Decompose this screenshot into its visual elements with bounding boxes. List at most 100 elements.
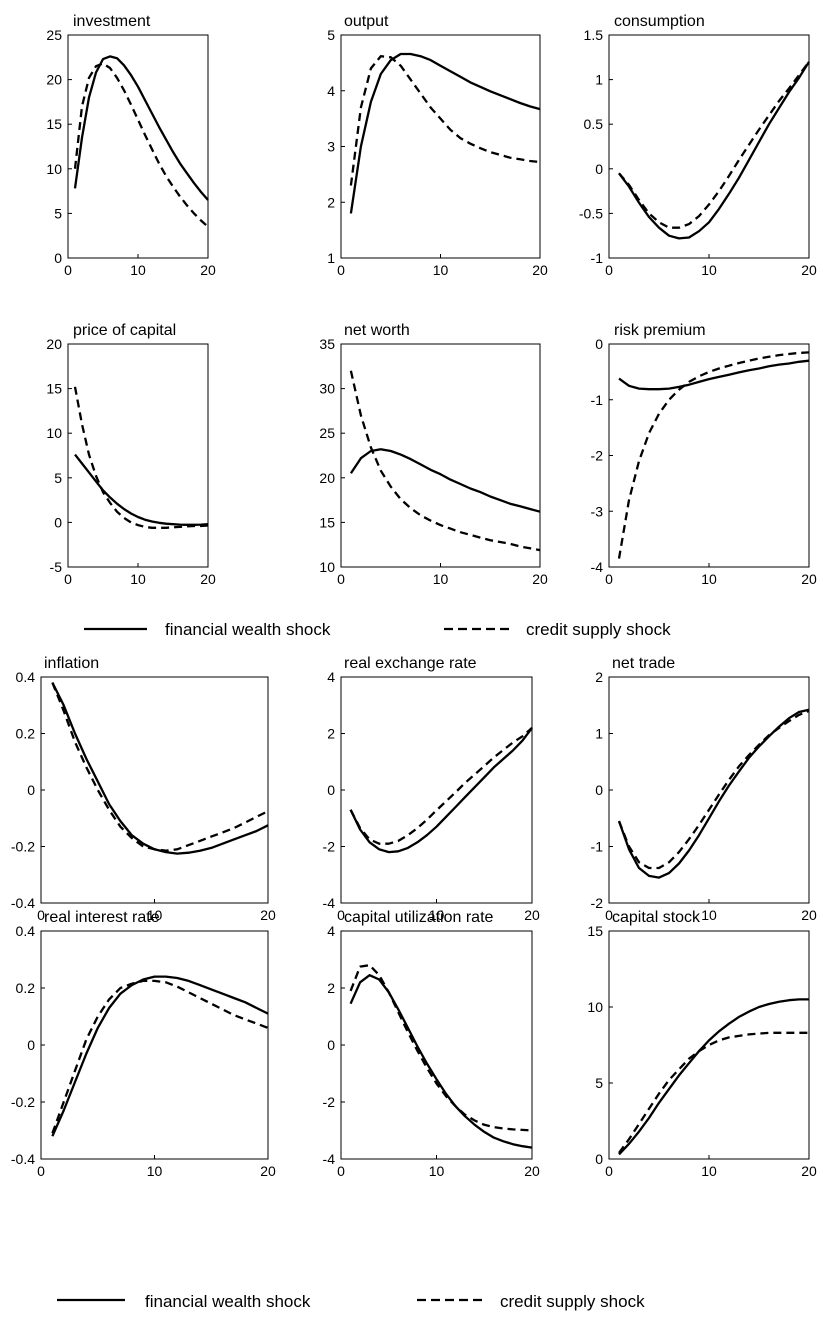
legend-bottom: financial wealth shock credit supply sho… — [57, 1292, 645, 1311]
plot-frame — [608, 34, 810, 259]
credit-supply-shock-line — [349, 55, 541, 186]
panel-title: net trade — [612, 655, 675, 672]
y-tick-label: 1.5 — [584, 27, 604, 43]
y-tick-label: 35 — [319, 336, 335, 352]
financial-wealth-shock-line — [618, 998, 809, 1156]
panel-title: investment — [73, 13, 151, 30]
x-tick-label: 20 — [801, 907, 817, 923]
y-tick-label: -1 — [591, 839, 604, 855]
x-tick-label: 0 — [37, 907, 45, 923]
plot-frame — [340, 676, 533, 904]
y-tick-label: 10 — [587, 999, 603, 1015]
y-tick-label: -5 — [50, 559, 63, 575]
x-tick-label: 10 — [433, 262, 449, 278]
x-tick-label: 10 — [429, 907, 445, 923]
plot-frame — [340, 930, 533, 1160]
x-tick-label: 10 — [147, 1163, 163, 1179]
y-tick-label: -4 — [323, 1151, 336, 1167]
y-tick-label: 30 — [319, 381, 335, 397]
credit-supply-shock-line — [73, 386, 209, 529]
financial-wealth-shock-line — [617, 708, 810, 879]
x-tick-label: 0 — [337, 1163, 345, 1179]
credit-supply-shock-line — [618, 61, 810, 229]
panel-consumption: consumption -1 -0.5 0 0.5 1 1.5 0 10 20 — [579, 13, 817, 278]
x-tick-label: 20 — [801, 262, 817, 278]
x-tick-label: 10 — [130, 571, 146, 587]
y-tick-label: 20 — [319, 470, 335, 486]
panel-title: price of capital — [73, 322, 176, 339]
y-tick-label: -0.4 — [11, 895, 35, 911]
y-tick-label: 2 — [327, 980, 335, 996]
y-tick-label: 0.4 — [16, 923, 36, 939]
credit-supply-shock-line — [349, 370, 541, 552]
panel-title: real interest rate — [44, 909, 160, 926]
x-tick-label: 0 — [337, 262, 345, 278]
financial-wealth-shock-line — [618, 61, 810, 240]
x-tick-label: 0 — [64, 571, 72, 587]
y-tick-label: -2 — [591, 448, 604, 464]
x-tick-label: 0 — [337, 571, 345, 587]
y-tick-label: 0.2 — [16, 980, 36, 996]
y-tick-label: 0 — [595, 161, 603, 177]
credit-supply-shock-line — [51, 979, 269, 1134]
x-tick-label: 20 — [260, 1163, 276, 1179]
financial-wealth-shock-line — [349, 448, 541, 513]
y-tick-label: 20 — [46, 336, 62, 352]
y-tick-label: 4 — [327, 669, 335, 685]
plot-frame — [608, 343, 810, 568]
y-tick-label: 0 — [27, 1037, 35, 1053]
y-tick-label: 0 — [595, 336, 603, 352]
x-tick-label: 10 — [433, 571, 449, 587]
y-tick-label: 0 — [327, 782, 335, 798]
panel-title: consumption — [614, 13, 705, 30]
panel-title: capital stock — [612, 909, 701, 926]
panel-title: net worth — [344, 322, 410, 339]
y-tick-label: 5 — [54, 470, 62, 486]
financial-wealth-shock-line — [349, 727, 533, 854]
financial-wealth-shock-line — [349, 52, 541, 214]
credit-supply-shock-line — [349, 727, 533, 845]
y-tick-label: 10 — [319, 559, 335, 575]
financial-wealth-shock-line — [74, 453, 209, 526]
y-tick-label: 1 — [327, 250, 335, 266]
legend-bottom-dashed-label: credit supply shock — [500, 1292, 645, 1311]
y-tick-label: 3 — [327, 139, 335, 155]
y-tick-label: 5 — [54, 205, 62, 221]
x-tick-label: 10 — [701, 907, 717, 923]
y-tick-label: -4 — [323, 895, 336, 911]
x-tick-label: 20 — [524, 1163, 540, 1179]
x-tick-label: 10 — [130, 262, 146, 278]
y-tick-label: 10 — [46, 161, 62, 177]
panel-real-interest-rate: real interest rate-0.4-0.200.20.40 10 20 — [11, 909, 276, 1179]
x-tick-label: 20 — [532, 571, 548, 587]
y-tick-label: 2 — [595, 669, 603, 685]
y-tick-label: 0 — [327, 1037, 335, 1053]
y-tick-label: -2 — [591, 895, 604, 911]
y-tick-label: -4 — [591, 559, 604, 575]
x-tick-label: 20 — [801, 571, 817, 587]
y-tick-label: 15 — [587, 923, 603, 939]
x-tick-label: 20 — [200, 262, 216, 278]
panel-title: risk premium — [614, 322, 706, 339]
x-tick-label: 20 — [532, 262, 548, 278]
credit-supply-shock-line — [617, 709, 810, 870]
y-tick-label: 15 — [46, 381, 62, 397]
y-tick-label: 25 — [319, 425, 335, 441]
x-tick-label: 20 — [200, 571, 216, 587]
y-tick-label: 20 — [46, 72, 62, 88]
x-tick-label: 0 — [605, 262, 613, 278]
credit-supply-shock-line — [618, 1031, 809, 1154]
y-tick-label: -1 — [591, 392, 604, 408]
x-tick-label: 0 — [337, 907, 345, 923]
plot-frame — [608, 930, 810, 1160]
y-tick-label: -2 — [323, 839, 336, 855]
y-tick-label: 0.2 — [16, 726, 36, 742]
panel-risk-premium: risk premium -4 -3 -2 -1 0 0 10 20 — [591, 322, 817, 587]
x-tick-label: 10 — [701, 262, 717, 278]
y-tick-label: -1 — [591, 250, 604, 266]
y-tick-label: 15 — [46, 116, 62, 132]
financial-wealth-shock-line — [73, 55, 209, 201]
credit-supply-shock-line — [349, 964, 533, 1132]
